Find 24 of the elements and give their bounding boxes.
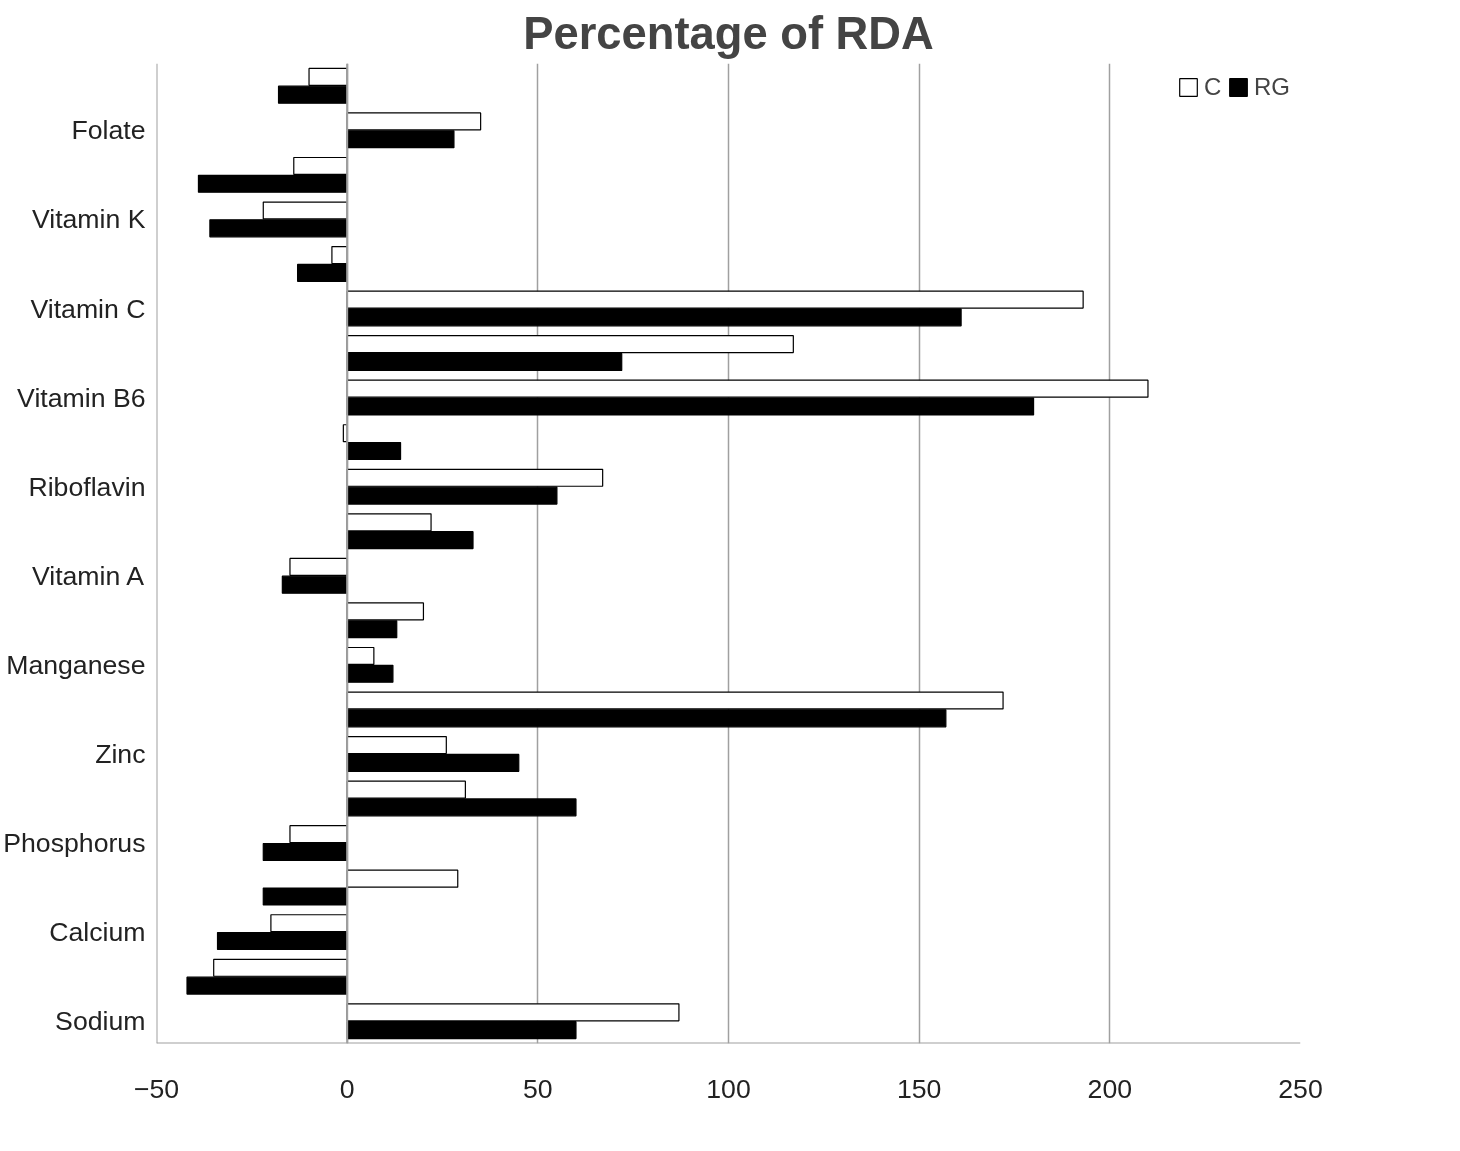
chart-title: Percentage of RDA	[523, 7, 934, 59]
y-tick-label: Vitamin C	[30, 293, 146, 324]
x-tick-label: 0	[339, 1073, 355, 1104]
x-tick-label: 200	[1087, 1073, 1133, 1104]
y-tick-label: Vitamin K	[31, 204, 146, 235]
bar	[262, 887, 348, 906]
x-tick-label: 150	[896, 1073, 942, 1104]
y-tick-label: Vitamin B6	[17, 382, 146, 413]
y-tick-label: Sodium	[55, 1006, 146, 1037]
y-tick-label: Phosphorus	[3, 828, 146, 859]
y-tick-label: Manganese	[6, 649, 146, 680]
y-tick-label: Riboflavin	[28, 471, 146, 502]
x-tick-label: 50	[523, 1073, 553, 1104]
legend-label: C	[1204, 73, 1223, 101]
y-tick-label: Vitamin A	[31, 560, 145, 591]
x-tick-label: 250	[1278, 1073, 1323, 1104]
bar	[346, 869, 459, 888]
legend-label: RG	[1254, 73, 1290, 101]
bar	[346, 441, 402, 461]
y-tick-label: Folate	[71, 115, 146, 146]
y-tick-label: Calcium	[49, 917, 146, 948]
x-tick-label: 100	[706, 1073, 751, 1104]
y-tick-label: Zinc	[95, 738, 146, 769]
x-tick-label: −50	[133, 1073, 180, 1104]
